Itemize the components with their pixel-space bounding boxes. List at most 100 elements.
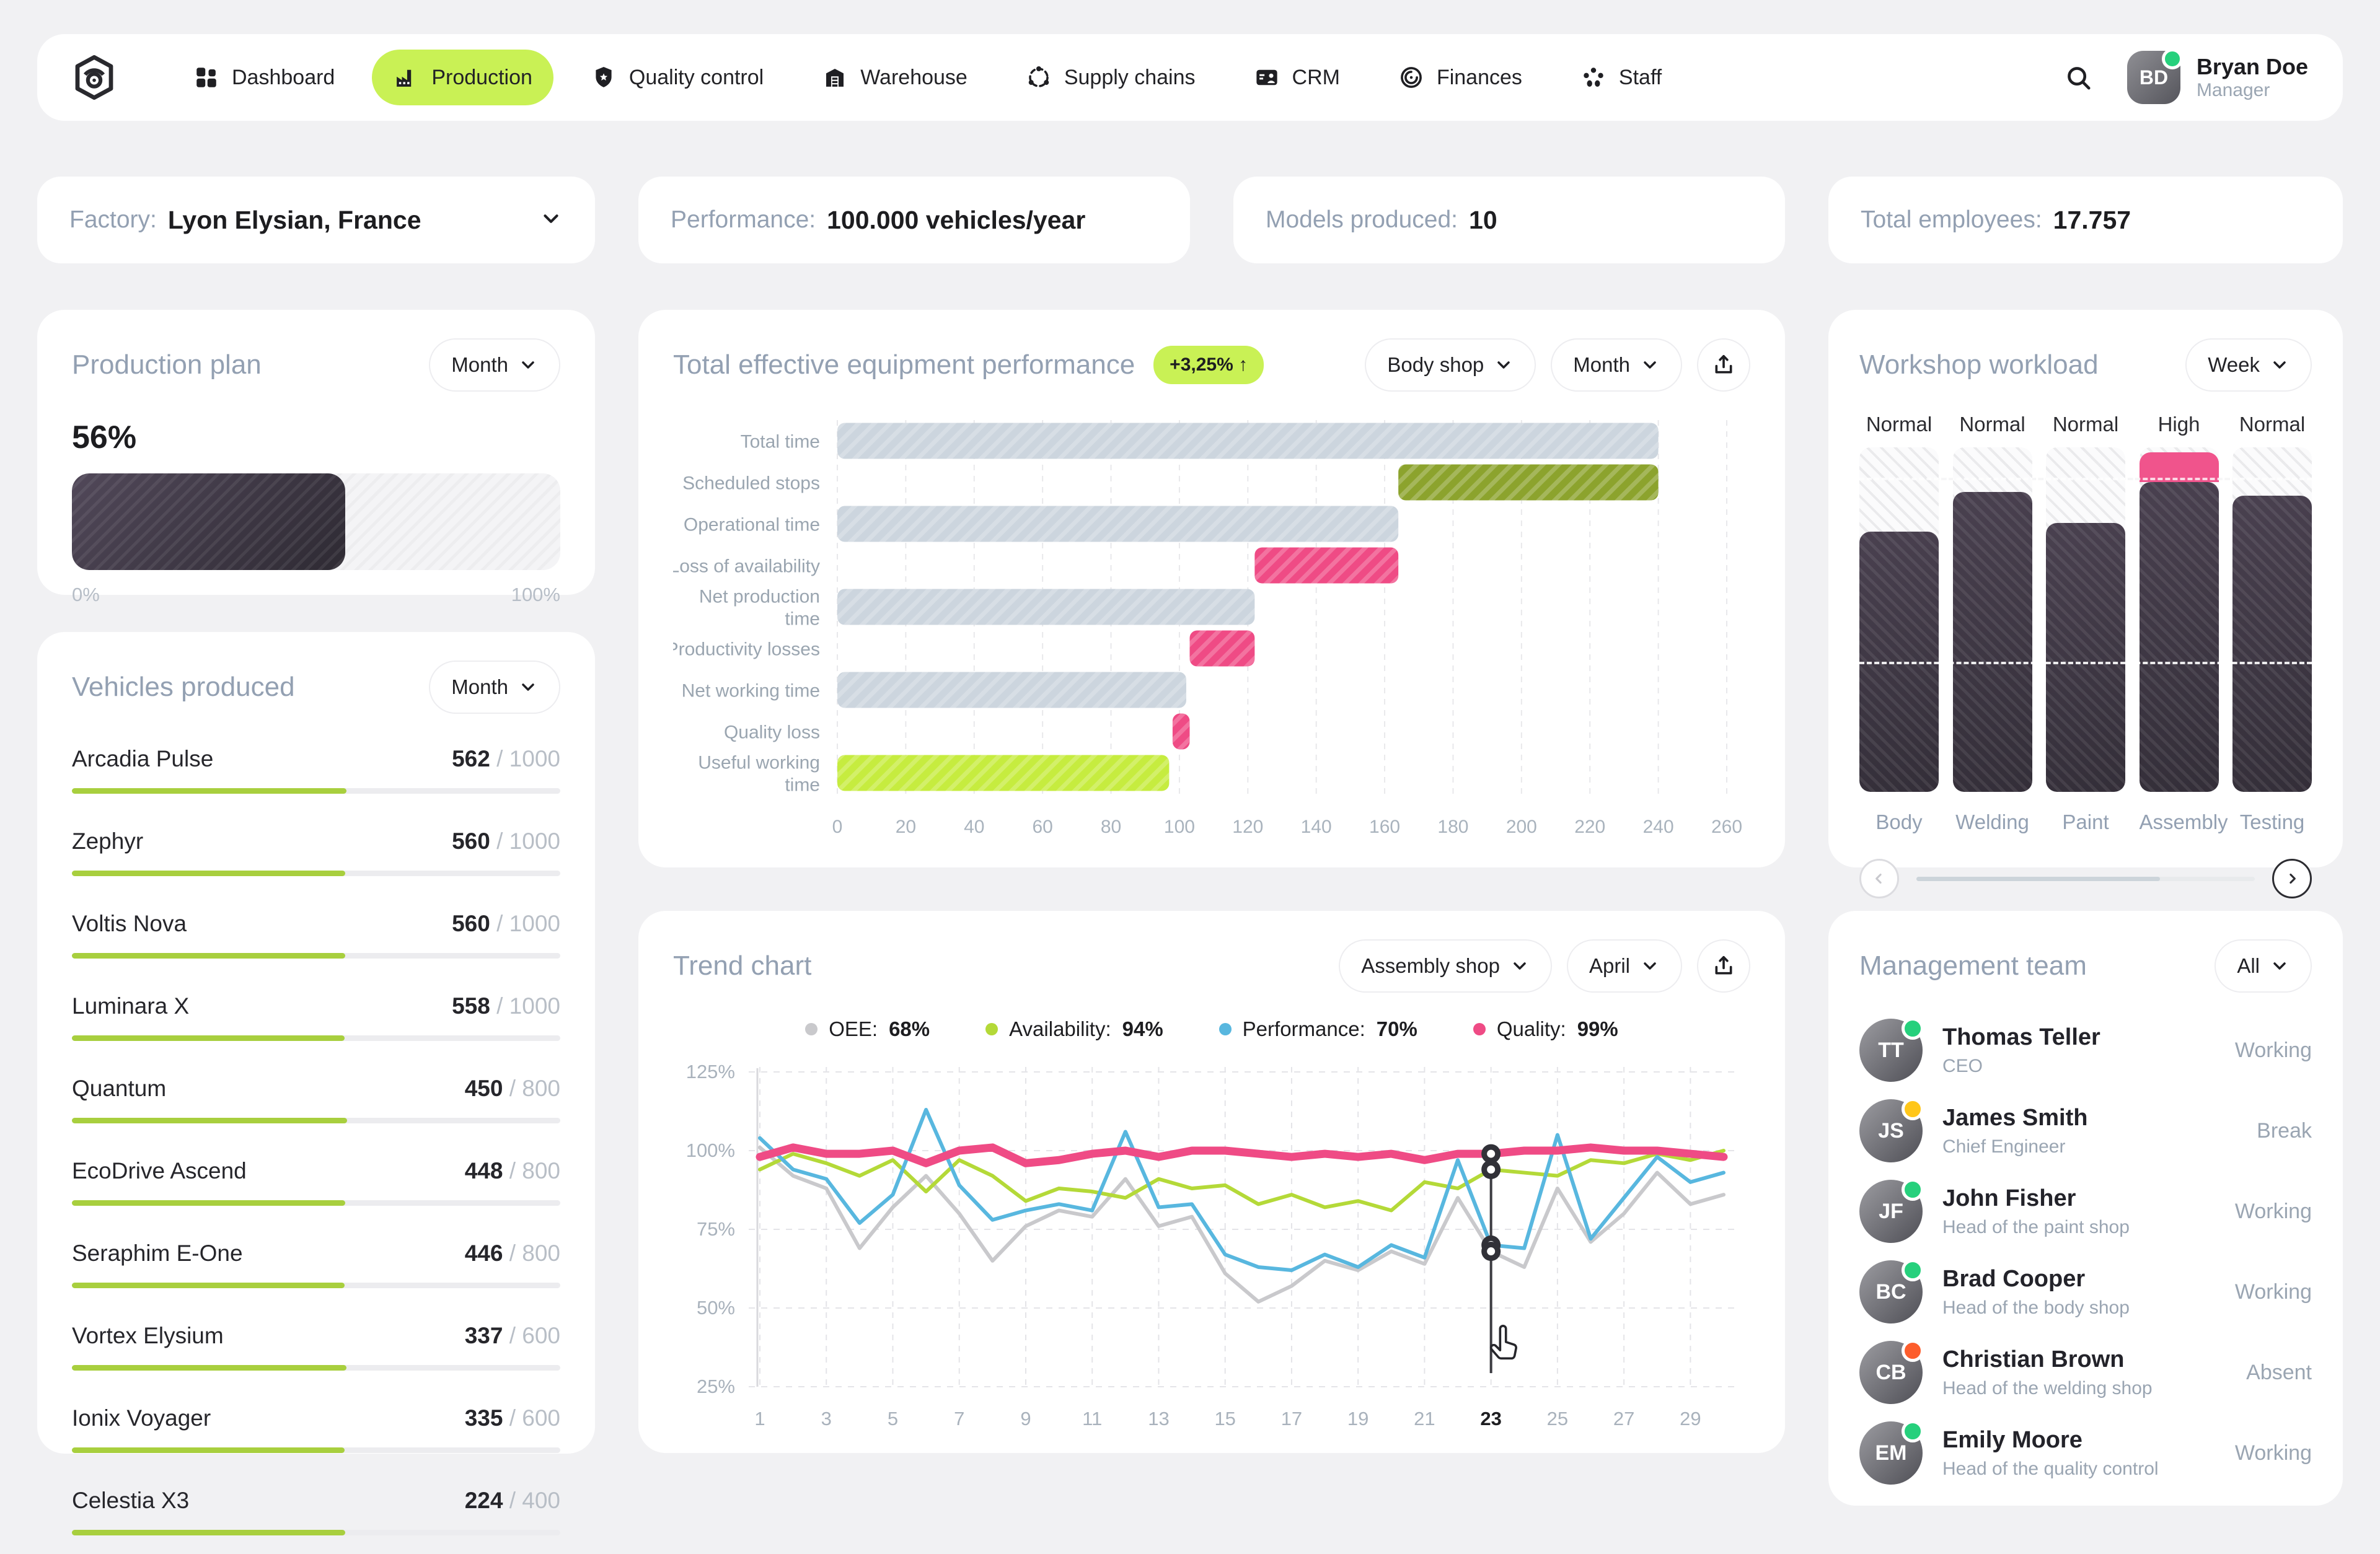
finances-icon [1398,64,1424,90]
scroll-thumb[interactable] [1916,876,2161,881]
nav-item-quality-control[interactable]: Quality control [570,50,785,105]
stat-card-2: Performance: 100.000 vehicles/year [638,177,1190,263]
nav-item-crm[interactable]: CRM [1233,50,1361,105]
vehicle-row[interactable]: Quantum 450 / 800 [72,1060,560,1142]
vehicle-row[interactable]: Luminara X 558 / 1000 [72,977,560,1060]
user-menu[interactable]: BD Bryan Doe Manager [2127,48,2308,104]
member-avatar: CB [1859,1340,1924,1404]
vehicle-target-value: / 800 [503,1076,560,1101]
workload-bar [2139,481,2219,792]
member-info: Emily Moore Head of the quality control [1942,1426,2159,1480]
scroll-left-button[interactable] [1859,859,1899,898]
team-member-row[interactable]: TT Thomas Teller CEO Working [1859,1010,2312,1091]
member-name: James Smith [1942,1105,2088,1131]
workload-column-body[interactable] [1859,447,1939,792]
workload-column-paint[interactable] [2046,447,2125,792]
trend-export-button[interactable] [1697,939,1750,993]
plan-scale-min: 0% [72,584,100,605]
chevron-down-icon[interactable] [539,207,563,234]
nav-right-section: BD Bryan Doe Manager [2064,48,2308,104]
vehicle-target-value: / 1000 [490,828,560,854]
member-status-text: Working [2234,1038,2312,1062]
workload-column-testing[interactable] [2232,447,2312,792]
plan-period-dropdown[interactable]: Month [429,338,560,392]
legend-label: OEE: [829,1017,878,1040]
user-name: Bryan Doe [2196,54,2308,80]
workload-period-dropdown[interactable]: Week [2185,338,2312,392]
teep-shop-dropdown[interactable]: Body shop [1365,338,1536,392]
vehicle-progress-fill [72,788,346,794]
vehicle-line: Zephyr 560 / 1000 [72,828,560,854]
svg-text:200: 200 [1506,817,1537,837]
vehicle-row[interactable]: EcoDrive Ascend 448 / 800 [72,1142,560,1224]
member-status-text: Working [2234,1280,2312,1304]
scroll-right-button[interactable] [2272,859,2312,898]
vehicle-target-value: / 1000 [490,746,560,771]
nav-item-finances[interactable]: Finances [1377,50,1543,105]
workload-column-name: Assembly [2139,810,2228,833]
member-name: Emily Moore [1942,1427,2082,1454]
search-icon[interactable] [2064,63,2092,92]
management-team-card: Management team All TT Thomas Teller CEO Wo… [1828,911,2343,1506]
teep-period-dropdown[interactable]: Month [1551,338,1682,392]
vehicle-row[interactable]: Seraphim E-One 446 / 800 [72,1224,560,1307]
nav-item-dashboard[interactable]: Dashboard [172,50,356,105]
svg-text:Quality loss: Quality loss [724,722,820,743]
member-name: Brad Cooper [1942,1266,2086,1293]
team-filter-dropdown[interactable]: All [2215,939,2312,993]
vehicle-row[interactable]: Arcadia Pulse 562 / 1000 [72,730,560,812]
team-member-row[interactable]: EM Emily Moore Head of the quality control… [1859,1413,2312,1493]
svg-text:Productivity losses: Productivity losses [673,639,820,660]
vehicles-period-dropdown[interactable]: Month [429,661,560,714]
plan-percent-value: 56% [72,419,137,455]
app-logo-icon[interactable] [72,55,117,100]
member-initials: JS [1878,1118,1904,1143]
shield-icon [591,64,617,90]
staff-icon [1580,64,1606,90]
nav-item-staff[interactable]: Staff [1559,50,1683,105]
scroll-track[interactable] [1916,876,2255,881]
nav-item-warehouse[interactable]: Warehouse [801,50,989,105]
trend-title: Trend chart [673,950,812,981]
workload-bar [2046,523,2125,792]
member-name: Thomas Teller [1942,1024,2100,1051]
nav-item-label: Supply chains [1064,65,1196,89]
workload-bar [2232,495,2312,792]
member-info: John Fisher Head of the paint shop [1942,1185,2130,1238]
stat-card-1[interactable]: Factory: Lyon Elysian, France [37,177,595,263]
vehicle-line: Voltis Nova 560 / 1000 [72,911,560,937]
chevron-down-icon [1644,962,1656,970]
grid-icon [193,64,219,90]
teep-export-button[interactable] [1697,338,1750,392]
production-plan-card: Production plan Month 56% 0% 100% [37,310,595,605]
svg-text:3: 3 [821,1408,832,1429]
team-member-row[interactable]: JF John Fisher Head of the paint shop Worki… [1859,1171,2312,1252]
workload-status-label: Normal [2052,413,2119,436]
nav-item-supply-chains[interactable]: Supply chains [1005,50,1217,105]
legend-value: 68% [889,1017,930,1040]
workload-column-assembly[interactable] [2139,447,2219,792]
vehicle-row[interactable]: Vortex Elysium 337 / 600 [72,1307,560,1389]
workload-status-label: High [2157,413,2200,436]
trend-period-dropdown[interactable]: April [1566,939,1682,993]
vehicle-progress-track [72,1283,560,1288]
member-avatar: JS [1859,1098,1924,1162]
vehicle-row[interactable]: Zephyr 560 / 1000 [72,812,560,895]
team-member-row[interactable]: JS James Smith Chief Engineer Break [1859,1091,2312,1171]
vehicle-row[interactable]: Celestia X3 224 / 400 [72,1472,560,1554]
workload-column-welding[interactable] [1952,447,2032,792]
vehicle-progress-track [72,1035,560,1041]
vehicle-row[interactable]: Ionix Voyager 335 / 600 [72,1389,560,1472]
stat-card-3: Models produced: 10 [1233,177,1785,263]
workload-bar [1952,492,2032,792]
team-member-row[interactable]: BC Brad Cooper Head of the body shop Workin… [1859,1252,2312,1332]
stat-value: 100.000 vehicles/year [827,205,1086,234]
vehicle-row[interactable]: Voltis Nova 560 / 1000 [72,895,560,977]
team-member-row[interactable]: CB Christian Brown Head of the welding sho… [1859,1332,2312,1413]
member-initials: JF [1879,1199,1903,1223]
trend-shop-dropdown[interactable]: Assembly shop [1339,939,1552,993]
nav-item-production[interactable]: Production [372,50,553,105]
member-info: James Smith Chief Engineer [1942,1104,2087,1157]
vehicle-name: EcoDrive Ascend [72,1158,247,1183]
vehicle-produced-value: 560 [452,911,490,936]
